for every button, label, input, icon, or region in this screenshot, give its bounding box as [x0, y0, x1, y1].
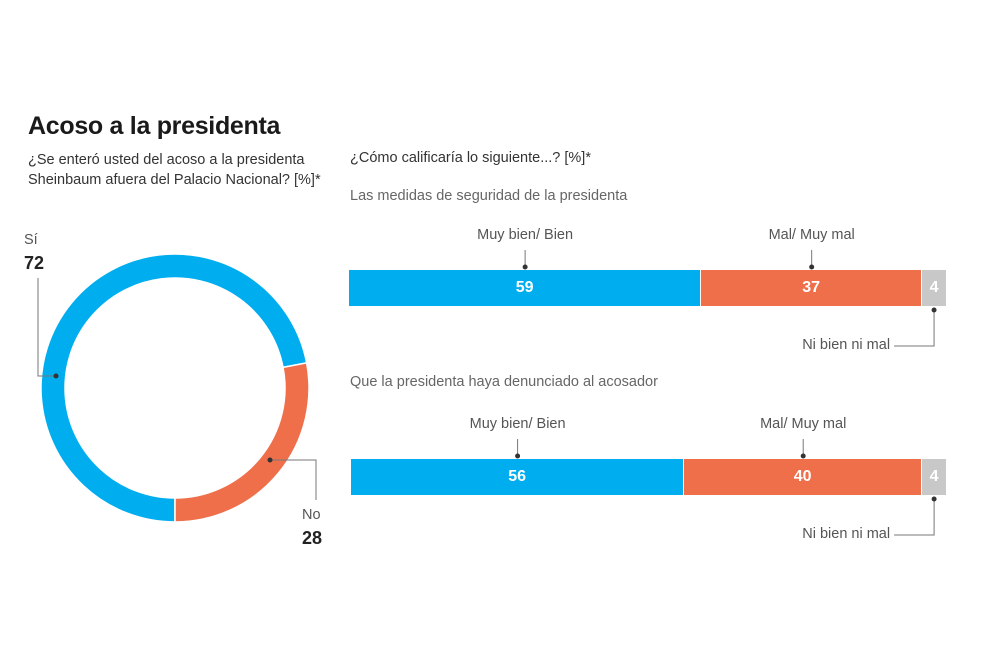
- leader-no: [270, 459, 317, 500]
- leader-si: [37, 278, 56, 377]
- neutral-label-0: Ni bien ni mal: [802, 337, 891, 353]
- bar-segment-0-0: 59: [349, 270, 701, 306]
- category-label-seguridad: Las medidas de seguridad de la president…: [350, 188, 628, 204]
- slice-value-si: 72: [24, 253, 45, 273]
- donut-slice-no: [174, 362, 310, 523]
- bar-segment-0-1: 37: [701, 270, 922, 306]
- donut-slice-si: [40, 253, 308, 523]
- bar-value-label: 4: [929, 468, 939, 485]
- category-label-denuncia: Que la presidenta haya denunciado al aco…: [350, 374, 658, 390]
- bar-value-label: 59: [515, 279, 534, 296]
- leader-dot-no: [267, 457, 273, 463]
- slice-label-si: Sí: [24, 232, 38, 248]
- leader-dot-si: [53, 373, 59, 379]
- series-label-1-0: Muy bien/ Bien: [469, 416, 566, 432]
- bar-value-label: 37: [802, 279, 821, 296]
- bar-value-label: 40: [793, 468, 812, 485]
- bar-value-label: 56: [508, 468, 526, 485]
- slice-value-no: 28: [302, 528, 323, 548]
- donut-question: ¿Se enteró usted del acoso a la presiden…: [28, 152, 321, 188]
- bar-segment-1-2: 4: [922, 459, 946, 495]
- slice-label-no: No: [302, 507, 321, 523]
- neutral-label-1: Ni bien ni mal: [802, 526, 891, 542]
- bar-value-label: 4: [929, 279, 939, 296]
- series-label-1-1: Mal/ Muy mal: [760, 416, 847, 432]
- series-label-0-1: Mal/ Muy mal: [768, 227, 855, 243]
- chart-title: Acoso a la presidenta: [28, 112, 281, 140]
- bar-segment-1-1: 40: [684, 459, 922, 495]
- bars-question: ¿Cómo calificaría lo siguiente...? [%]*: [350, 150, 591, 166]
- bar-segment-1-0: 56: [351, 459, 684, 495]
- series-label-0-0: Muy bien/ Bien: [477, 227, 574, 243]
- bar-segment-0-2: 4: [922, 270, 946, 306]
